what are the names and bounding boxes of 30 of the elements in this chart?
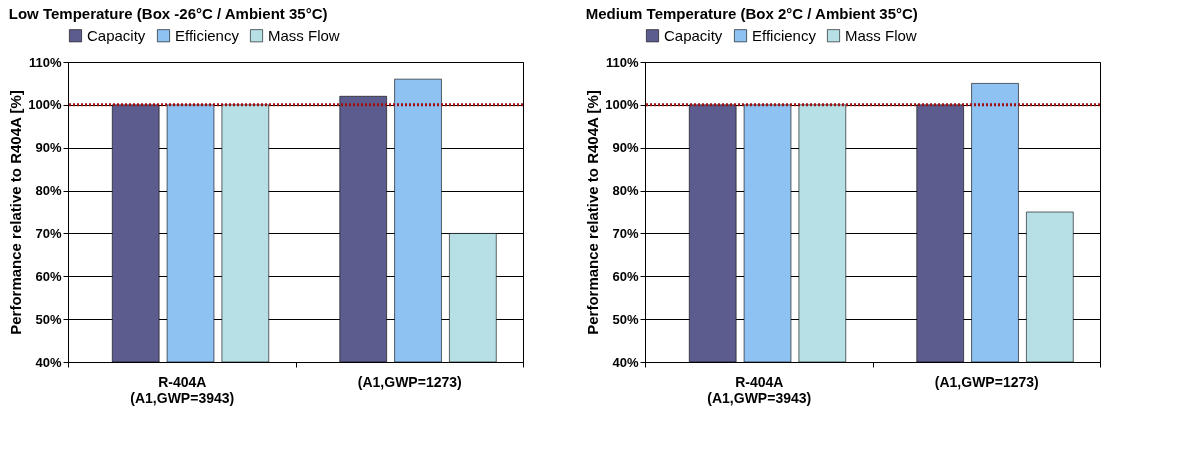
y-tick-label: 50% [612,311,639,327]
y-tick-label: 80% [612,183,639,199]
y-tick-label: 110% [28,54,62,70]
y-tick-label: 70% [612,225,639,241]
legend-label: Efficiency [175,26,240,44]
y-tick-label: 40% [612,354,639,370]
y-axis-title: Performance relative to R404A [%] [7,90,25,335]
y-axis-title: Performance relative to R404A [%] [584,90,602,335]
y-tick-label: 90% [612,140,639,156]
y-tick-label: 60% [612,268,639,284]
y-tick-label: 50% [35,311,62,327]
y-tick-label: 70% [35,225,62,241]
y-tick-label: 110% [605,54,639,70]
y-tick-label: 40% [35,354,62,370]
x-tick-label: (A1,GWP=1273) [357,373,462,390]
y-tick-label: 80% [35,183,62,199]
y-tick-label: 90% [35,140,62,156]
legend-label: Efficiency [752,26,817,44]
y-tick-label: 100% [28,97,62,113]
x-tick-label: R-404A (A1,GWP=3943) [707,373,812,406]
chart-title: Low Temperature (Box -26°C / Ambient 35°C) [8,5,328,22]
y-tick-label: 60% [35,268,62,284]
y-tick-label: 100% [605,97,639,113]
legend-label: Mass Flow [268,26,340,44]
legend-label: Capacity [664,26,723,44]
x-tick-label: R-404A (A1,GWP=3943) [130,373,235,406]
legend-label: Mass Flow [845,26,917,44]
legend-label: Capacity [87,26,146,44]
chart-title: Medium Temperature (Box 2°C / Ambient 35°C) [585,5,918,22]
x-tick-label: (A1,GWP=1273) [934,373,1039,390]
